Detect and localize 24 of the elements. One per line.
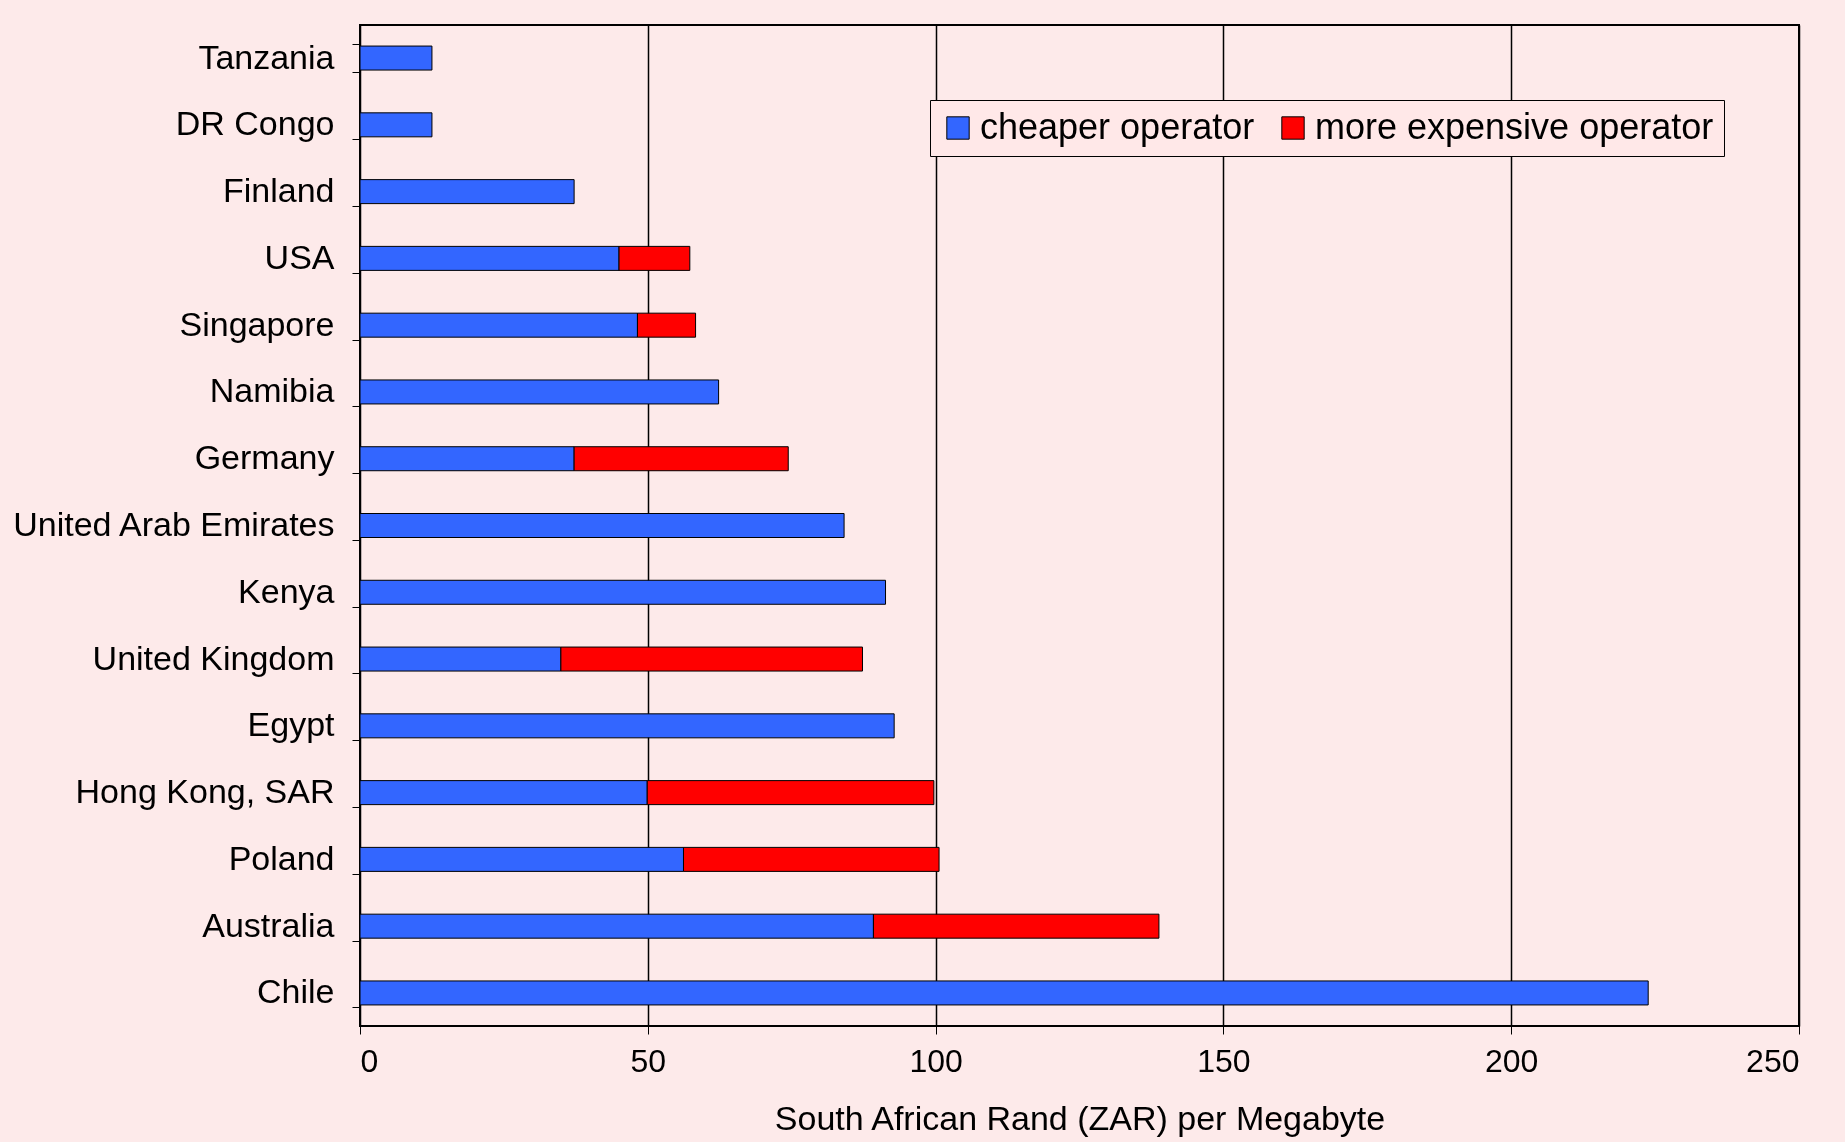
- x-tick-label: 50: [630, 1042, 667, 1079]
- y-tick-label: United Arab Emirates: [13, 505, 335, 543]
- y-tick-label: Egypt: [247, 705, 336, 744]
- legend-label: cheaper operator: [980, 106, 1255, 147]
- y-tick-label: Hong Kong, SAR: [75, 772, 335, 811]
- y-tick-label: Singapore: [179, 304, 335, 343]
- y-tick-label: Kenya: [238, 571, 335, 610]
- y-tick-label: USA: [264, 237, 335, 276]
- y-tick-label: Poland: [228, 838, 335, 877]
- x-axis-title: South African Rand (ZAR) per Megabyte: [774, 1098, 1386, 1137]
- x-tick-label: 250: [1746, 1042, 1800, 1079]
- y-tick-label: Australia: [202, 905, 335, 944]
- x-tick-label: 200: [1485, 1042, 1539, 1079]
- y-tick-label: Chile: [257, 972, 335, 1011]
- y-tick-label: United Kingdom: [92, 638, 335, 677]
- y-tick-label: DR Congo: [175, 104, 335, 143]
- y-tick-label: Tanzania: [198, 37, 335, 76]
- x-tick-label: 0: [360, 1042, 379, 1079]
- legend-label: more expensive operator: [1315, 106, 1714, 147]
- y-tick-label: Finland: [222, 171, 335, 210]
- y-tick-label: Germany: [194, 438, 335, 477]
- y-tick-label: Namibia: [209, 371, 335, 410]
- x-tick-label: 150: [1197, 1042, 1251, 1079]
- x-tick-label: 100: [909, 1042, 963, 1079]
